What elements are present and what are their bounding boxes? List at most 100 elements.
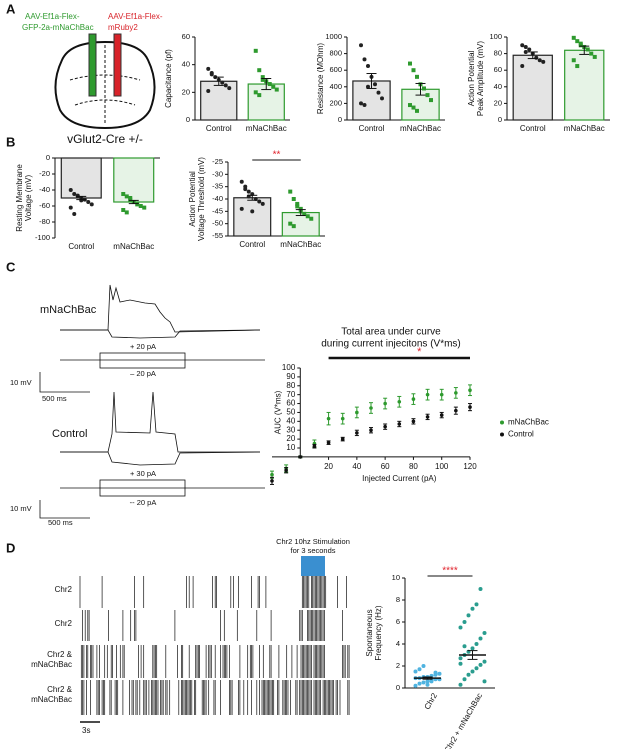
traces bbox=[39, 284, 265, 519]
command-box bbox=[99, 352, 186, 369]
data-point bbox=[257, 93, 262, 98]
data-point bbox=[437, 671, 442, 676]
row-label: Chr2 & bbox=[47, 685, 73, 694]
y-tick-label: 70 bbox=[286, 390, 295, 399]
x-tick-label: 20 bbox=[324, 462, 333, 471]
scale-label: 10 mV bbox=[10, 378, 32, 387]
y-tick-label: -60 bbox=[39, 201, 50, 210]
bar bbox=[60, 157, 102, 199]
scale-label: 10 mV bbox=[10, 504, 32, 513]
scale-label: 500 ms bbox=[42, 394, 67, 403]
data-point bbox=[417, 681, 422, 686]
y-tick-label: -50 bbox=[212, 219, 223, 228]
data-point bbox=[470, 669, 475, 674]
data-point bbox=[397, 422, 402, 426]
data-point bbox=[458, 625, 463, 630]
data-point bbox=[309, 216, 314, 221]
data-point bbox=[380, 96, 384, 101]
data-point bbox=[223, 83, 228, 88]
data-point bbox=[575, 39, 580, 44]
data-point bbox=[421, 680, 426, 685]
y-tick-label: 80 bbox=[494, 49, 502, 58]
data-point bbox=[523, 44, 528, 49]
y-axis-label: Capacitance (pf) bbox=[164, 49, 173, 108]
y-axis-label: Voltage (mV) bbox=[24, 175, 33, 222]
legend-label: mNaChBac bbox=[508, 418, 549, 427]
y-tick-label: 20 bbox=[182, 87, 190, 96]
y-tick-label: 1000 bbox=[325, 32, 342, 41]
scale-bar bbox=[39, 500, 90, 519]
row-label: Chr2 bbox=[55, 585, 73, 594]
data-point bbox=[454, 408, 458, 413]
x-tick-label: Control bbox=[68, 242, 94, 251]
step-label: + 20 pA bbox=[130, 342, 156, 351]
y-tick-label: -40 bbox=[39, 185, 50, 194]
y-tick-label: -40 bbox=[212, 194, 223, 203]
y-tick-label: 10 bbox=[392, 573, 400, 582]
data-point bbox=[462, 620, 467, 624]
y-tick-label: 20 bbox=[494, 98, 502, 107]
data-point bbox=[520, 43, 525, 48]
data-point bbox=[411, 419, 416, 424]
data-point bbox=[470, 646, 475, 651]
bar bbox=[512, 54, 553, 121]
panel-label: B bbox=[6, 134, 15, 149]
data-point bbox=[458, 661, 463, 666]
virus-label: GFP-2a-mNaChBac bbox=[22, 23, 94, 32]
data-point bbox=[142, 205, 147, 210]
significance: **** bbox=[442, 566, 458, 577]
data-point bbox=[468, 405, 472, 409]
data-point bbox=[474, 642, 479, 646]
x-tick-label: 60 bbox=[381, 462, 390, 471]
virus-label: mRuby2 bbox=[108, 23, 138, 32]
data-point bbox=[362, 57, 367, 62]
y-axis-label: Resistance (MOhm) bbox=[316, 43, 325, 114]
y-tick-label: 0 bbox=[338, 115, 342, 124]
stim-label: Chr2 10hz Stimulation bbox=[276, 537, 350, 546]
y-tick-label: 0 bbox=[498, 115, 502, 124]
data-point bbox=[408, 61, 412, 66]
y-tick-label: -100 bbox=[35, 233, 50, 242]
data-point bbox=[482, 659, 487, 664]
data-point bbox=[68, 205, 73, 210]
x-axis-label: Injected Current (pA) bbox=[362, 474, 437, 483]
y-tick-label: 40 bbox=[286, 416, 295, 425]
y-tick-label: 400 bbox=[329, 82, 342, 91]
data-point bbox=[253, 48, 258, 53]
data-point bbox=[326, 440, 331, 445]
data-point bbox=[520, 64, 525, 69]
x-tick-label: mNaChBac bbox=[280, 240, 321, 249]
x-tick-label: mNaChBac bbox=[113, 242, 154, 251]
data-point bbox=[239, 179, 244, 184]
data-point bbox=[425, 682, 430, 687]
bar bbox=[281, 211, 320, 237]
data-point bbox=[68, 188, 73, 192]
panel-label: D bbox=[6, 540, 15, 555]
legend-marker bbox=[500, 432, 504, 437]
data-point bbox=[257, 199, 262, 204]
data-point bbox=[288, 221, 293, 226]
data-point bbox=[340, 416, 345, 421]
y-tick-label: 600 bbox=[329, 65, 342, 74]
row-label: Chr2 bbox=[55, 619, 73, 628]
data-point bbox=[425, 392, 430, 397]
data-point bbox=[571, 35, 576, 40]
data-point bbox=[209, 70, 214, 75]
data-point bbox=[302, 211, 307, 216]
data-point bbox=[253, 90, 258, 95]
virus-label: AAV-Ef1a-Flex- bbox=[108, 12, 163, 21]
data-point bbox=[86, 200, 91, 204]
data-point bbox=[138, 204, 143, 208]
data-point bbox=[537, 58, 542, 63]
bar bbox=[233, 197, 272, 237]
x-tick-label: mNaChBac bbox=[246, 124, 287, 133]
data-point bbox=[124, 194, 129, 199]
y-tick-label: 90 bbox=[286, 372, 295, 381]
step-label: + 30 pA bbox=[130, 469, 156, 478]
data-point bbox=[250, 209, 255, 214]
data-point bbox=[439, 392, 444, 397]
data-point bbox=[425, 415, 430, 419]
data-point bbox=[578, 43, 583, 48]
data-point bbox=[359, 43, 363, 48]
data-point bbox=[527, 47, 532, 52]
